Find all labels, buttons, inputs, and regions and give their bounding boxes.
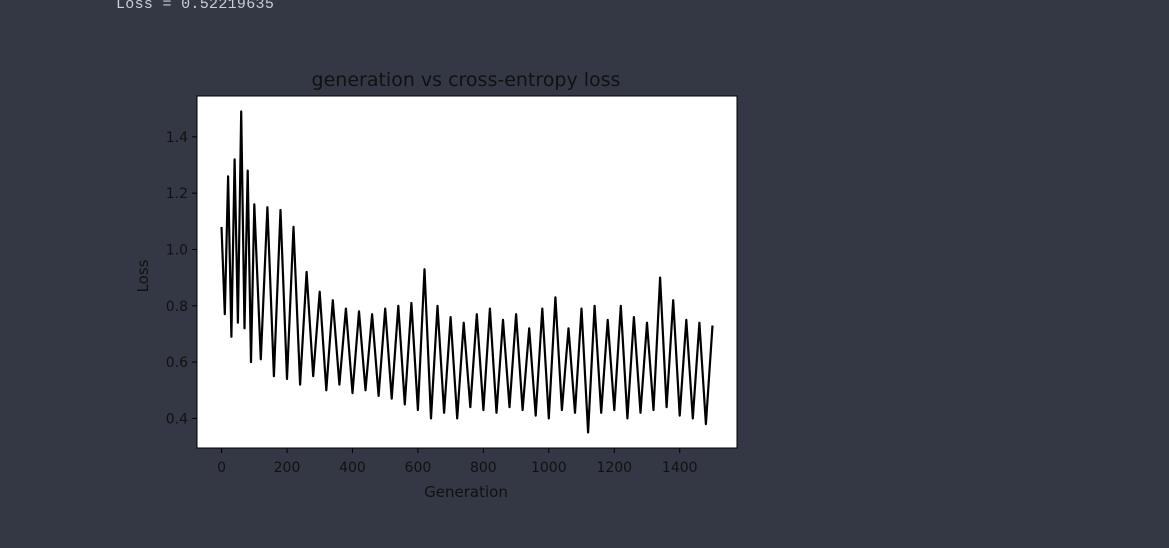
y-axis-ticks: 0.4 0.6 0.8 1.0 1.2 1.4	[166, 130, 197, 427]
x-tick-label: 1000	[531, 460, 567, 476]
x-tick-label: 400	[339, 460, 366, 476]
y-tick-label: 1.4	[166, 130, 188, 146]
x-tick-label: 800	[470, 460, 497, 476]
y-tick-label: 0.4	[166, 411, 188, 427]
y-tick-label: 1.2	[166, 186, 188, 202]
x-tick-label: 1400	[662, 460, 698, 476]
chart-title: generation vs cross-entropy loss	[312, 69, 621, 91]
x-axis-ticks: 0 200 400 600 800 1000 1200 1400	[217, 448, 698, 476]
plot-area	[196, 95, 738, 449]
loss-series-line	[220, 110, 714, 434]
x-tick-label: 0	[217, 460, 226, 476]
loss-output-text: Loss = 0.52219635	[116, 0, 275, 13]
x-tick-label: 200	[274, 460, 301, 476]
y-axis-label: Loss	[134, 259, 152, 292]
x-axis-label: Generation	[424, 483, 508, 501]
y-tick-label: 0.6	[166, 355, 188, 371]
y-tick-label: 0.8	[166, 299, 188, 315]
series-layer	[220, 110, 714, 434]
y-tick-label: 1.0	[166, 242, 188, 258]
x-tick-label: 1200	[596, 460, 632, 476]
x-tick-label: 600	[405, 460, 432, 476]
